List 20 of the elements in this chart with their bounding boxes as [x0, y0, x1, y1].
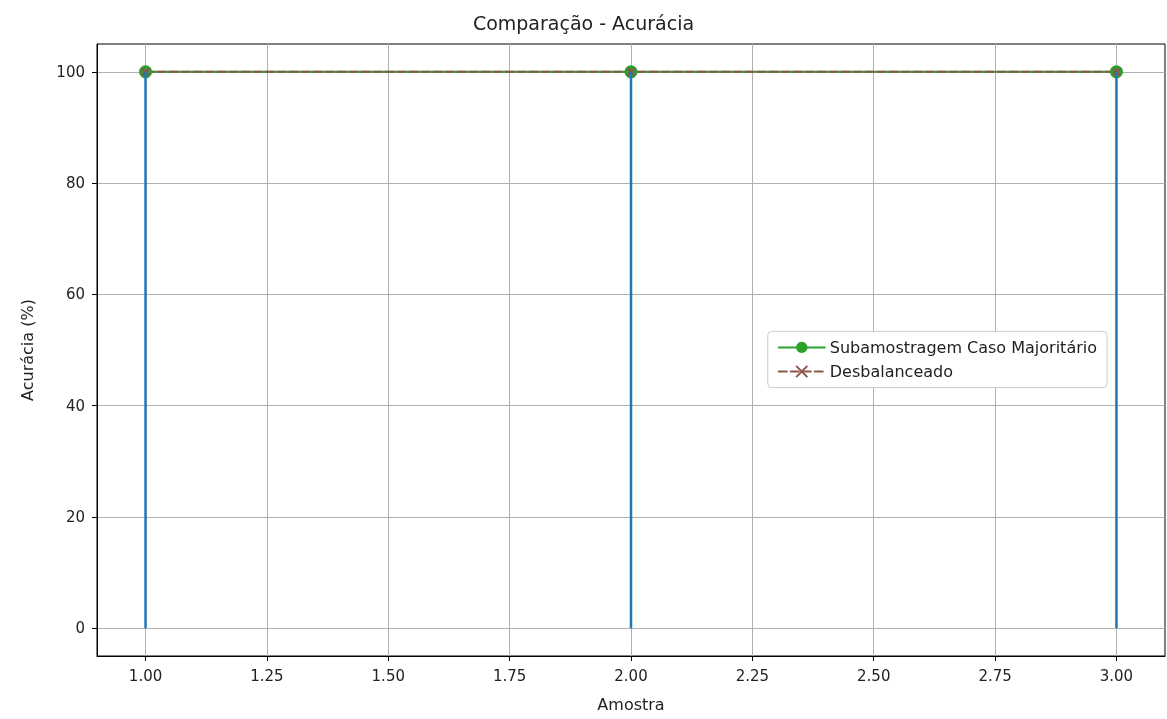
x-tick-label: 2.00 — [614, 666, 648, 685]
x-axis-title: Amostra — [597, 694, 665, 714]
chart-title: Comparação - Acurácia — [472, 11, 695, 34]
y-tick-label: 80 — [65, 174, 85, 193]
legend-label: Subamostragem Caso Majoritário — [829, 337, 1098, 357]
x-tick-label: 1.25 — [250, 666, 284, 685]
x-tick-label: 1.00 — [128, 666, 163, 685]
y-tick-label: 100 — [56, 62, 85, 81]
x-tick-label: 2.75 — [978, 666, 1012, 685]
y-tick-label: 60 — [65, 285, 85, 304]
y-axis-title: Acurácia (%) — [17, 299, 37, 401]
x-tick-label: 1.50 — [371, 666, 405, 685]
x-tick-label: 1.75 — [492, 666, 527, 685]
y-tick-label: 20 — [65, 507, 85, 526]
legend-label: Desbalanceado — [829, 362, 954, 381]
x-tick-label: 3.00 — [1099, 666, 1134, 685]
y-tick-label: 0 — [75, 619, 85, 638]
y-tick-label: 40 — [65, 396, 85, 415]
x-tick-label: 2.25 — [735, 666, 770, 685]
x-tick-label: 2.50 — [857, 666, 891, 685]
